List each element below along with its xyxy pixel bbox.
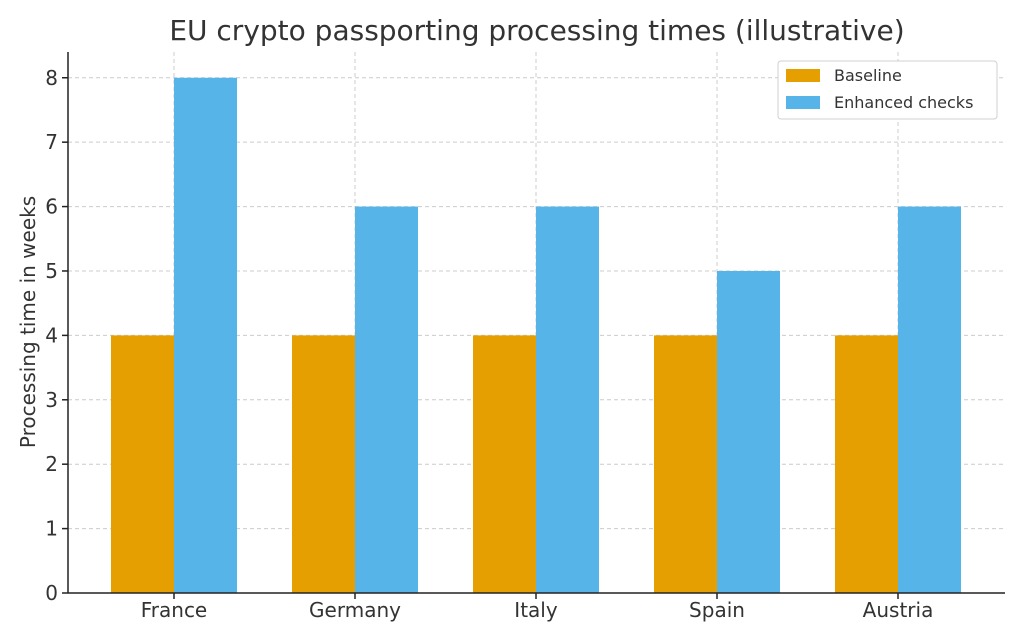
- bar-enhanced-checks-germany: [355, 206, 418, 594]
- x-tick-label: France: [141, 598, 208, 622]
- legend-box: [777, 60, 998, 120]
- bar-baseline-france: [111, 335, 174, 593]
- y-tick-label: 2: [45, 452, 58, 476]
- x-tick-label: Spain: [689, 598, 745, 622]
- x-tick-label: Italy: [514, 598, 558, 622]
- tick-labels: 0 1 2 3 4 5 6 7 8 France Germany Italy Spain Austria: [45, 66, 933, 622]
- x-tick-label: Austria: [863, 598, 934, 622]
- legend-swatch-baseline: [786, 69, 820, 82]
- chart-title: EU crypto passporting processing times (…: [169, 14, 904, 47]
- bar-baseline-italy: [473, 335, 536, 593]
- bar-enhanced-checks-italy: [536, 206, 599, 594]
- x-tick-label: Germany: [309, 598, 401, 622]
- y-tick-label: 0: [45, 581, 58, 605]
- y-tick-label: 8: [45, 66, 58, 90]
- axes: [62, 52, 1005, 599]
- y-tick-label: 7: [45, 130, 58, 154]
- legend: Baseline Enhanced checks: [777, 60, 998, 120]
- y-axis-label: Processing time in weeks: [16, 196, 40, 448]
- y-tick-label: 3: [45, 388, 58, 412]
- bars: [111, 77, 961, 594]
- legend-swatch-enhanced-checks: [786, 96, 820, 109]
- bar-baseline-austria: [835, 335, 898, 593]
- bar-enhanced-checks-spain: [717, 270, 780, 593]
- y-tick-label: 5: [45, 259, 58, 283]
- legend-label-enhanced-checks: Enhanced checks: [834, 93, 973, 112]
- legend-label-baseline: Baseline: [834, 66, 902, 85]
- bar-enhanced-checks-austria: [898, 206, 961, 594]
- y-tick-label: 4: [45, 323, 58, 347]
- bar-baseline-spain: [654, 335, 717, 593]
- bar-baseline-germany: [292, 335, 355, 593]
- y-tick-label: 6: [45, 195, 58, 219]
- bar-enhanced-checks-france: [174, 77, 237, 593]
- y-tick-label: 1: [45, 517, 58, 541]
